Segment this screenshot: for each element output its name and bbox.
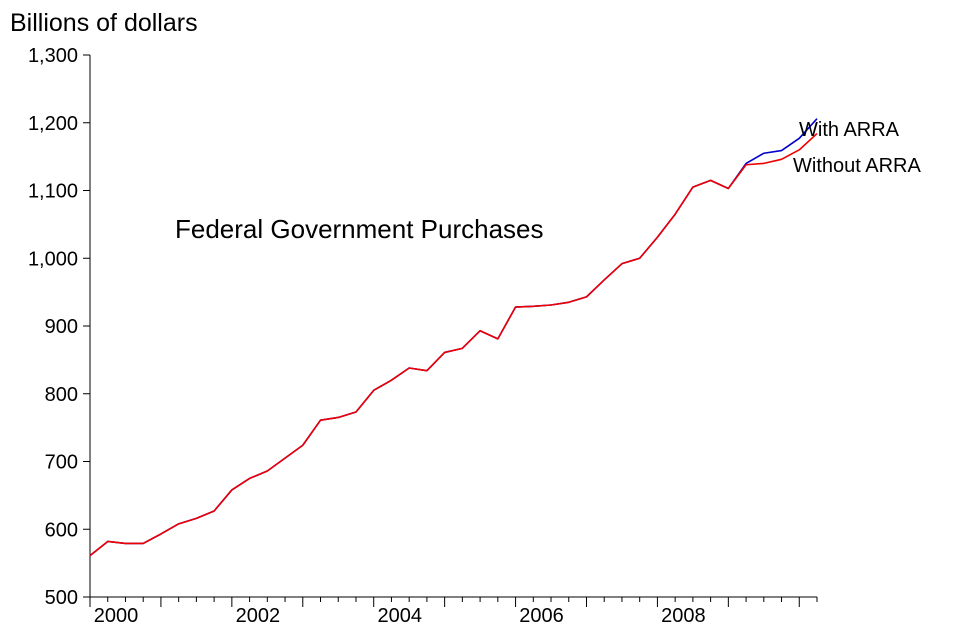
unit-label: Billions of dollars: [10, 9, 198, 37]
y-tick-label: 600: [45, 519, 78, 541]
y-axis: 500 600 700 800 900 1,000 1,100 1,200 1,300: [28, 45, 91, 609]
y-tick-label: 1,200: [28, 113, 78, 135]
x-axis: 2000 2002 2004 2006 2008: [89, 596, 818, 627]
series-label-with-arra: With ARRA: [799, 119, 900, 141]
y-tick-label: 1,000: [28, 248, 78, 270]
y-tick-label: 1,100: [28, 181, 78, 203]
x-tick-label: 2000: [94, 605, 139, 627]
x-tick-label: 2008: [661, 605, 706, 627]
y-tick-label: 800: [45, 384, 78, 406]
y-tick-label: 700: [45, 452, 78, 474]
y-tick-label: 900: [45, 316, 78, 338]
y-tick-label: 500: [45, 587, 78, 609]
x-tick-label: 2002: [236, 605, 281, 627]
chart-annotation: Federal Government Purchases: [175, 214, 544, 244]
series-label-without-arra: Without ARRA: [793, 155, 921, 177]
y-tick-label: 1,300: [28, 45, 78, 67]
x-tick-label: 2004: [377, 605, 422, 627]
plot-area: [89, 118, 818, 557]
series-line-without-arra: [89, 133, 818, 557]
x-tick-label: 2006: [519, 605, 564, 627]
series-line-with-arra: [89, 118, 818, 557]
